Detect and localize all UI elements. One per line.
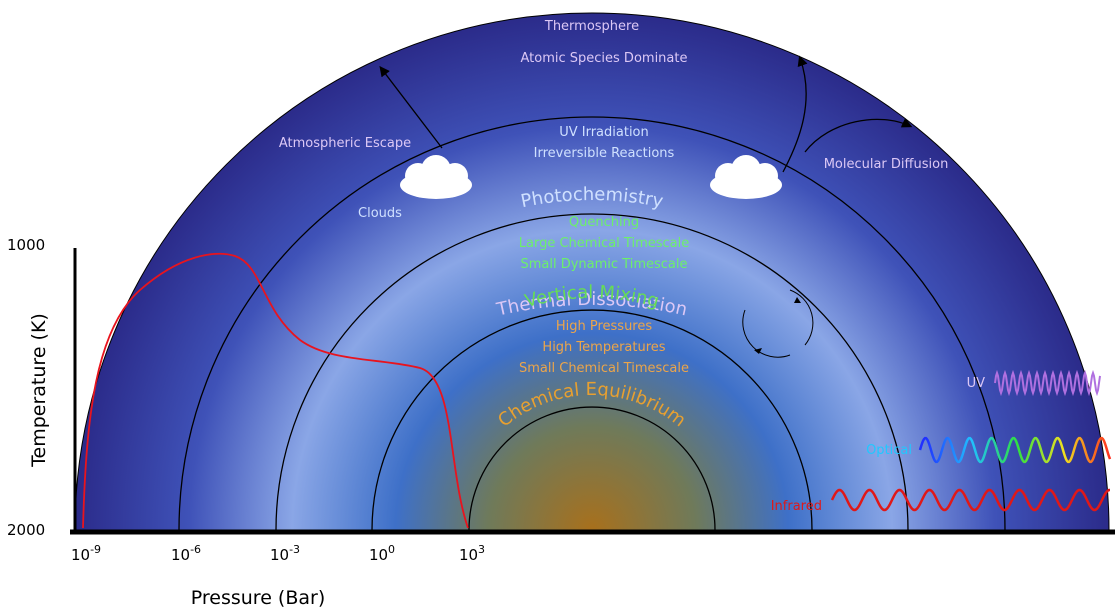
y-axis-title: Temperature (K)	[28, 313, 50, 468]
tick-exponent: -9	[90, 543, 101, 556]
tick-exponent: 3	[478, 543, 485, 556]
layer-note: High Temperatures	[542, 340, 665, 355]
process-label: Atmospheric Escape	[279, 136, 411, 151]
tick-exponent: -3	[289, 543, 300, 556]
tick-exponent: -6	[190, 543, 201, 556]
process-label: Molecular Diffusion	[824, 157, 949, 172]
x-tick-label: 10-3	[270, 543, 300, 564]
layer-note: Large Chemical Timescale	[519, 236, 689, 251]
radiation-label: Optical	[866, 443, 912, 458]
tick-base: 10	[369, 546, 388, 564]
y-tick-label: 1000	[7, 236, 45, 254]
layer-note: Irreversible Reactions	[534, 146, 675, 161]
tick-base: 10	[270, 546, 289, 564]
x-axis-title: Pressure (Bar)	[191, 587, 325, 609]
tick-base: 10	[171, 546, 190, 564]
layer-note: Quenching	[569, 215, 639, 230]
layer-title: Thermosphere	[544, 19, 639, 34]
page: {"thermosphere": {"title": "Thermosphere…	[0, 0, 1115, 612]
x-tick-label: 103	[459, 543, 485, 564]
diagram: Thermosphere Atomic Species Dominate Atm…	[0, 0, 1115, 612]
x-tick-label: 100	[369, 543, 395, 564]
tick-base: 10	[459, 546, 478, 564]
radiation-label: Infrared	[771, 499, 822, 514]
body: Thermosphere Atomic Species Dominate Atm…	[0, 0, 1115, 612]
x-tick-label: 10-6	[171, 543, 201, 564]
tick-exponent: 0	[388, 543, 395, 556]
layer-note: UV Irradiation	[559, 125, 649, 140]
layer-note: High Pressures	[556, 319, 653, 334]
y-tick-label: 2000	[7, 521, 45, 539]
layer-note: Small Dynamic Timescale	[520, 257, 687, 272]
radiation-label: UV	[967, 376, 986, 391]
cloud-label: Clouds	[358, 206, 402, 221]
layer-note: Small Chemical Timescale	[519, 361, 689, 376]
tick-base: 10	[71, 546, 90, 564]
layer-note: Atomic Species Dominate	[521, 51, 688, 66]
x-tick-label: 10-9	[71, 543, 101, 564]
